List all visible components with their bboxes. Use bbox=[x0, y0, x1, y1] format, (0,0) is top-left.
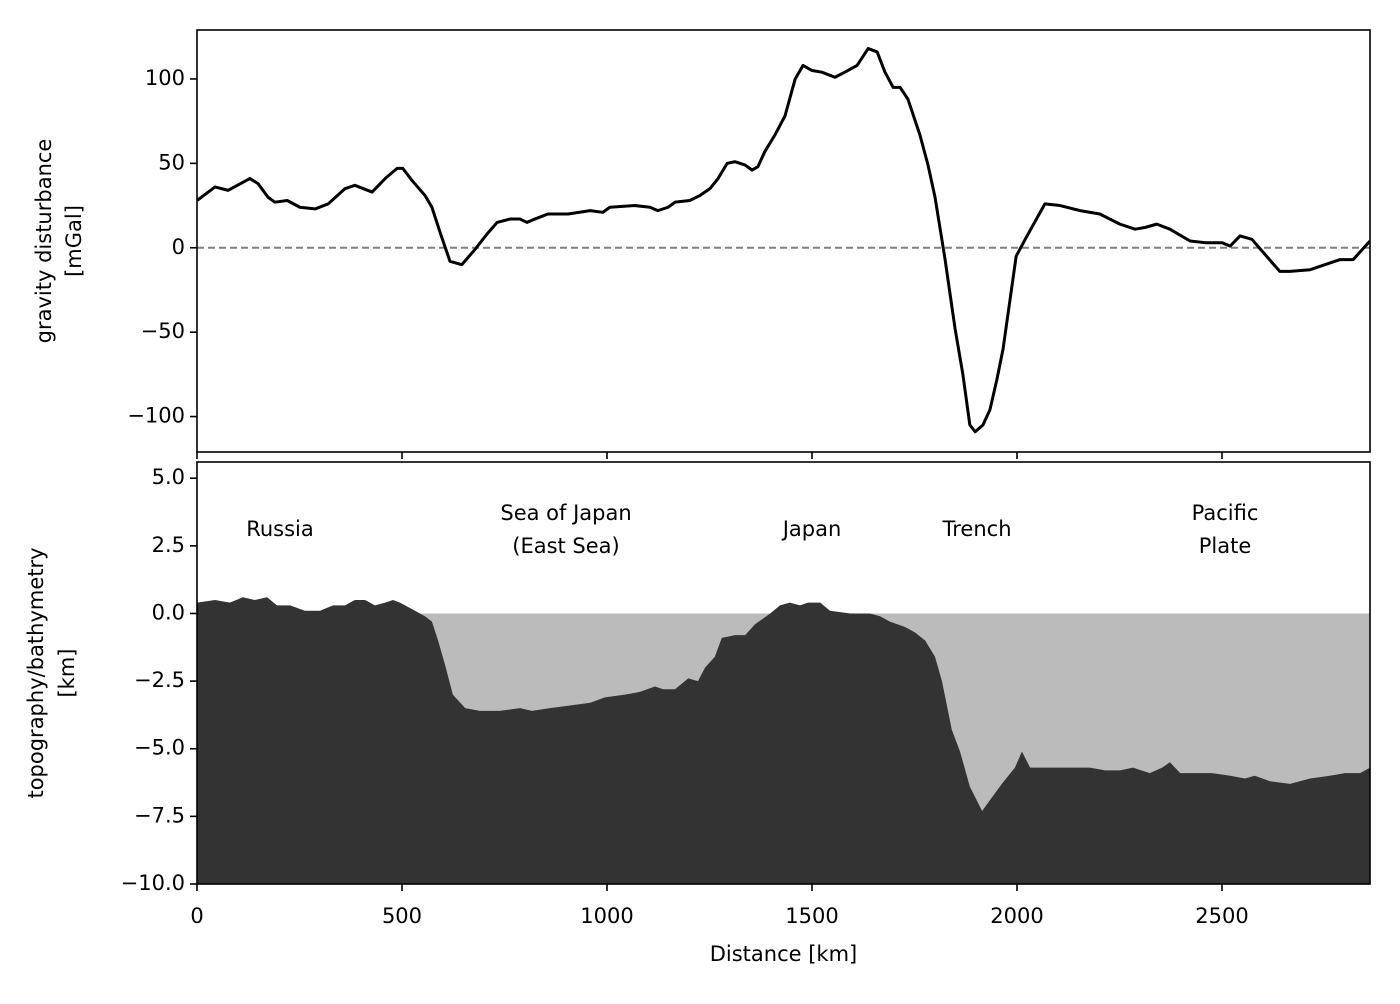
plot-frame bbox=[196, 461, 1371, 885]
x-tick-label: 500 bbox=[382, 904, 422, 928]
y-tick-label: −50 bbox=[141, 319, 185, 343]
y-tick-label: 0 bbox=[172, 235, 185, 259]
y-tick-label: 5.0 bbox=[152, 465, 185, 489]
y-axis-label: [km] bbox=[55, 648, 79, 697]
y-axis-label: [mGal] bbox=[62, 205, 86, 277]
region-label: Sea of Japan bbox=[500, 501, 631, 525]
x-tick-label: 2500 bbox=[1195, 904, 1248, 928]
x-tick-label: 1500 bbox=[785, 904, 838, 928]
y-tick-label: −7.5 bbox=[134, 803, 185, 827]
topography-area bbox=[197, 597, 1370, 884]
region-label: Pacific bbox=[1192, 501, 1259, 525]
region-label: Trench bbox=[942, 517, 1012, 541]
x-tick-label: 2000 bbox=[990, 904, 1043, 928]
region-label: Russia bbox=[246, 517, 314, 541]
gravity-line bbox=[197, 47, 1370, 434]
region-label: (East Sea) bbox=[512, 534, 620, 558]
plot-frame bbox=[196, 29, 1371, 453]
y-tick-label: 0.0 bbox=[152, 600, 185, 624]
plot-area bbox=[197, 597, 1370, 884]
region-label: Plate bbox=[1199, 534, 1252, 558]
y-tick-label: −10.0 bbox=[121, 871, 185, 895]
y-tick-label: −100 bbox=[127, 404, 185, 428]
plot-area bbox=[197, 47, 1370, 434]
y-axis-label: topography/bathymetry bbox=[24, 547, 48, 798]
y-tick-label: 2.5 bbox=[152, 533, 185, 557]
x-tick-label: 1000 bbox=[580, 904, 633, 928]
y-tick-label: −2.5 bbox=[134, 668, 185, 692]
y-tick-label: −5.0 bbox=[134, 736, 185, 760]
x-axis-label: Distance [km] bbox=[710, 942, 858, 966]
region-label: Japan bbox=[781, 517, 842, 541]
x-tick-label: 0 bbox=[190, 904, 203, 928]
y-tick-label: 50 bbox=[158, 150, 185, 174]
y-tick-label: 100 bbox=[145, 66, 185, 90]
y-axis-label: gravity disturbance bbox=[32, 139, 56, 344]
